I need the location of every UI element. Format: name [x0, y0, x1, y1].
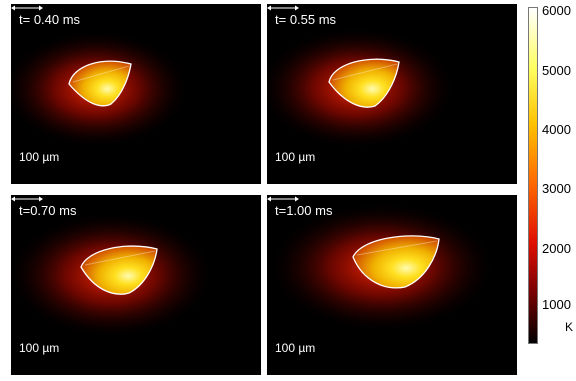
- scale-bar-label: 100 µm: [19, 341, 60, 355]
- temperature-colorbar: [528, 7, 538, 344]
- scale-bar-arrow-icon: [11, 5, 43, 11]
- melt-pool-panel-2: t= 0.55 ms 100 µm: [267, 4, 517, 184]
- scale-bar-label: 100 µm: [275, 341, 316, 355]
- melt-pool-image: [267, 26, 457, 150]
- scale-bar-label: 100 µm: [275, 150, 316, 164]
- scale-bar-arrow-icon: [267, 196, 299, 202]
- colorbar-tick: 1000: [542, 297, 571, 312]
- colorbar-tick: 6000: [542, 3, 571, 18]
- scale-bar-arrow-icon: [267, 5, 299, 11]
- colorbar-tick: 2000: [542, 241, 571, 256]
- time-label: t= 0.55 ms: [275, 12, 337, 27]
- melt-pool-panel-4: t=1.00 ms 100 µm: [267, 195, 517, 375]
- scale-bar-arrow-icon: [11, 196, 43, 202]
- scale-bar-label: 100 µm: [19, 150, 60, 164]
- melt-pool-image: [267, 201, 497, 333]
- colorbar-tick: 3000: [542, 181, 571, 196]
- melt-pool-image: [11, 29, 191, 149]
- colorbar-unit: K: [565, 320, 574, 334]
- melt-pool-image: [11, 211, 216, 339]
- time-label: t= 0.40 ms: [19, 12, 81, 27]
- melt-pool-panel-1: t= 0.40 ms 100 µm: [11, 4, 261, 184]
- colorbar-tick: 4000: [542, 122, 571, 137]
- colorbar-tick: 5000: [542, 63, 571, 78]
- time-label: t=0.70 ms: [19, 203, 77, 218]
- melt-pool-panel-3: t=0.70 ms 100 µm: [11, 195, 261, 375]
- time-label: t=1.00 ms: [275, 203, 333, 218]
